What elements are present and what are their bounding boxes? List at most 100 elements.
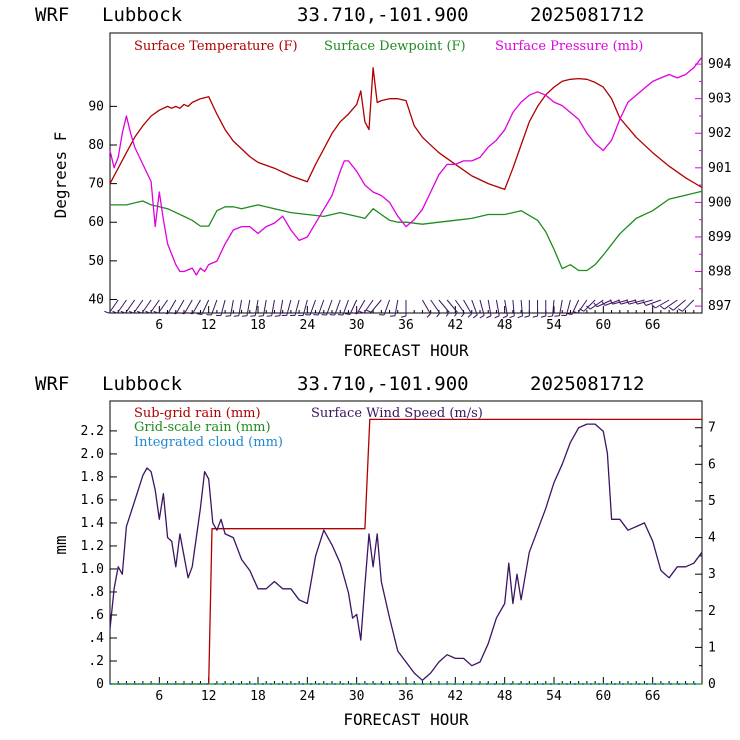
wind-barb xyxy=(634,299,653,305)
wind-barb xyxy=(281,299,292,316)
panel2-y-tick-label: .8 xyxy=(88,585,104,600)
wind-barb xyxy=(572,299,588,314)
panel2-x-tick-label: 12 xyxy=(201,689,217,704)
wind-barb xyxy=(660,299,678,310)
wind-barb xyxy=(617,299,637,305)
wind-barb xyxy=(171,299,185,315)
wind-barb xyxy=(454,299,465,318)
wind-barb xyxy=(366,299,382,313)
wind-barb xyxy=(479,299,485,319)
wind-barb xyxy=(344,299,358,315)
panel1-header-coords: 33.710,-101.900 xyxy=(297,4,469,26)
panel1-y-tick-label: 70 xyxy=(88,177,104,192)
wind-barb xyxy=(609,299,629,305)
wind-barb xyxy=(438,299,450,317)
wind-barb xyxy=(206,299,218,316)
wind-barb xyxy=(517,299,524,319)
panel2-x-ticks: 6 12 18 24 30 36 42 48 54 60 66 xyxy=(117,677,695,704)
panel2-header-location: Lubbock xyxy=(102,373,183,395)
wind-barb xyxy=(250,299,259,317)
panel1-y-tick-label: 60 xyxy=(88,215,104,230)
panel2-y-tick-label: 1.4 xyxy=(81,516,105,531)
panel2-y-tick-label: .4 xyxy=(88,631,104,646)
panel2-x-tick-label: 48 xyxy=(497,689,513,704)
wind-barb xyxy=(298,299,308,316)
panel2-y-tick-label: .2 xyxy=(88,654,104,669)
panel1-y-ticks: 40 50 60 70 80 90 xyxy=(88,99,117,307)
wind-barb xyxy=(540,300,547,318)
panel1-x-tick-label: 24 xyxy=(300,318,316,333)
wind-barb xyxy=(677,299,695,312)
panel2-header-run: 2025081712 xyxy=(530,373,644,395)
panel1-y-tick-label: 90 xyxy=(88,99,104,114)
wind-barb xyxy=(289,299,300,316)
wind-barb xyxy=(137,299,152,314)
panel1-legend-pressure: Surface Pressure (mb) xyxy=(495,39,643,54)
panel2-x-tick-label: 6 xyxy=(155,689,163,704)
panel2-x-tick-label: 66 xyxy=(645,689,661,704)
panel2-legend-integrated-cloud: Integrated cloud (mm) xyxy=(134,435,283,450)
panel1-y-tick-label: 40 xyxy=(88,292,104,307)
wind-barb xyxy=(305,299,317,316)
wind-barb xyxy=(642,299,662,306)
wind-barb xyxy=(463,299,472,318)
wind-barb xyxy=(586,299,604,310)
wind-barb xyxy=(532,300,539,318)
wind-barb xyxy=(547,299,555,318)
wind-barb xyxy=(187,299,201,315)
panel2-y-tick-label: 1.6 xyxy=(81,493,104,508)
wind-barb xyxy=(554,299,563,317)
wind-barb xyxy=(471,299,478,319)
wind-barb xyxy=(593,299,612,308)
panel1-x-tick-label: 54 xyxy=(546,318,562,333)
panel1-y-tick-label: 80 xyxy=(88,138,104,153)
panel2-y2-tick-label: 6 xyxy=(708,457,716,472)
wind-barb xyxy=(509,299,515,319)
panel2-y-tick-label: 1.8 xyxy=(81,470,104,485)
panel2-x-tick-label: 36 xyxy=(398,689,414,704)
panel1-y2-tick-label: 900 xyxy=(708,195,731,210)
wind-barb xyxy=(196,299,210,315)
panel2-y-tick-label: 1.2 xyxy=(81,539,104,554)
panel2-x-tick-label: 60 xyxy=(596,689,612,704)
panel1-x-ticks: 6 12 18 24 30 36 42 48 54 60 66 xyxy=(117,306,695,333)
wind-barb xyxy=(241,299,251,317)
wind-barb xyxy=(215,299,226,316)
panel2-y2-tick-label: 2 xyxy=(708,604,716,619)
panel2-series-sub-grid-rain-mm xyxy=(110,418,702,685)
panel2-y-axis-title: mm xyxy=(51,535,70,554)
panel2-y2-tick-label: 7 xyxy=(708,421,716,436)
panel1-legend-dewpoint: Surface Dewpoint (F) xyxy=(324,39,466,54)
panel1-x-tick-label: 12 xyxy=(201,318,217,333)
wind-barb xyxy=(233,299,243,317)
panel2-header-coords: 33.710,-101.900 xyxy=(297,373,469,395)
panel2-legend-wind-speed: Surface Wind Speed (m/s) xyxy=(311,406,483,421)
wind-barb xyxy=(401,300,407,318)
panel1-x-tick-label: 42 xyxy=(448,318,464,333)
panel1-header-location: Lubbock xyxy=(102,4,183,26)
wind-barb xyxy=(651,299,670,309)
panel2-y2-tick-label: 5 xyxy=(708,494,716,509)
wind-barb xyxy=(359,299,374,314)
panel2-x-tick-label: 42 xyxy=(448,689,464,704)
wind-barb xyxy=(379,299,391,316)
panel2-legend-gridscale-rain: Grid-scale rain (mm) xyxy=(134,420,271,435)
panel1-x-tick-label: 30 xyxy=(349,318,365,333)
wind-barb xyxy=(337,299,349,316)
panel2-y2-ticks: 0 1 2 3 4 5 6 7 xyxy=(695,421,716,692)
panel1-y2-tick-label: 897 xyxy=(708,299,731,314)
wind-barb xyxy=(502,299,508,319)
wind-barb xyxy=(112,299,127,314)
panel1-y2-tick-label: 899 xyxy=(708,230,731,245)
panel2-y2-tick-label: 4 xyxy=(708,531,716,546)
panel1-x-tick-label: 18 xyxy=(250,318,266,333)
panel1-series xyxy=(109,56,703,276)
wind-barb xyxy=(329,299,341,316)
panel1-y-axis-title: Degrees F xyxy=(51,132,70,219)
panel2-x-tick-label: 54 xyxy=(546,689,562,704)
wind-barb xyxy=(561,299,571,316)
panel2-y-ticks: 0 .2 .4 .6 .8 1.0 1.2 1.4 1.6 1.8 2.0 2.2 xyxy=(81,424,117,692)
wind-barb xyxy=(524,300,530,318)
